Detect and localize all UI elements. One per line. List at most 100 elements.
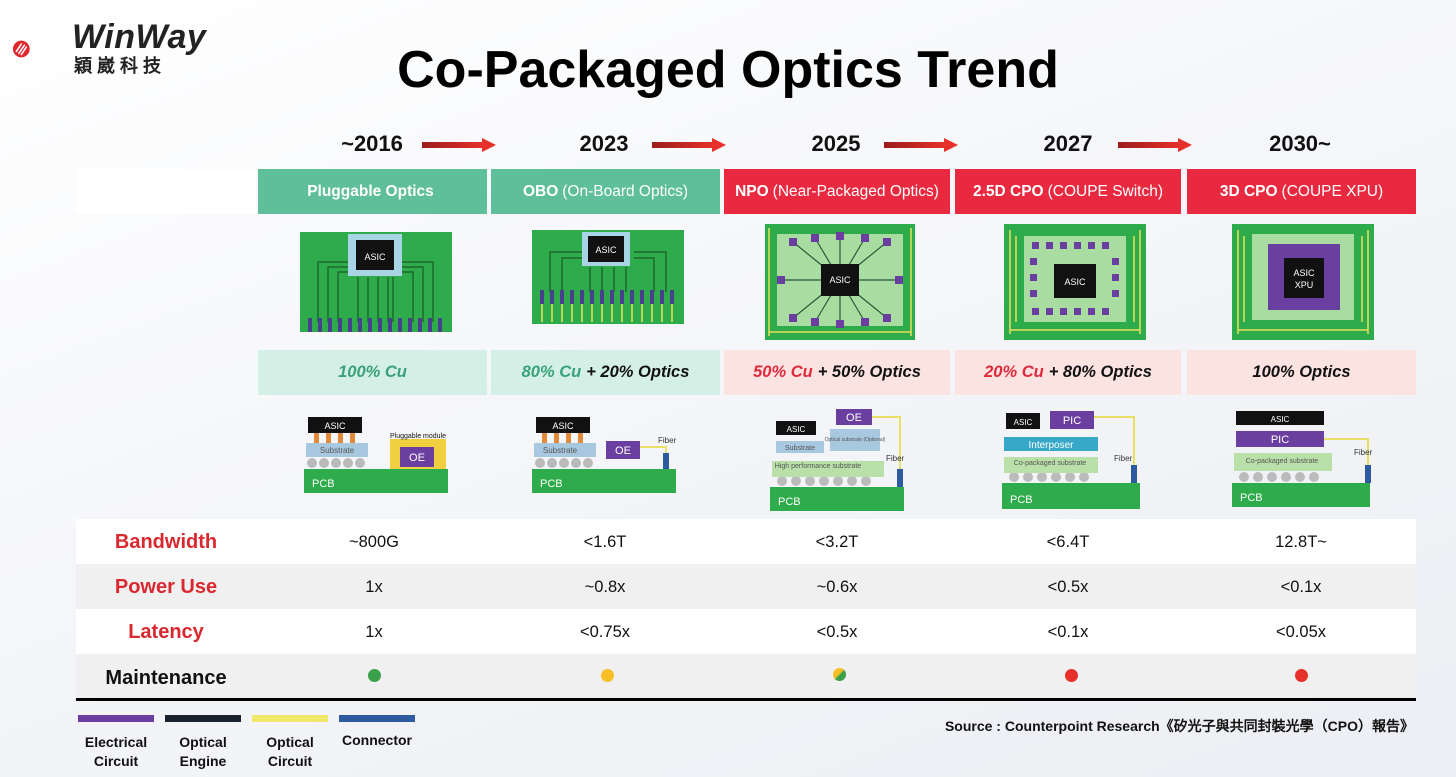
winway-logo-icon (12, 40, 30, 58)
pluggable-module-label: Pluggable module (390, 433, 446, 440)
stage-full-name: (Near-Packaged Optics) (772, 182, 939, 200)
substrate-label: Co-packaged substrate (1014, 460, 1086, 467)
stage-header-3d-cpo: 3D CPO (COUPE XPU) (1187, 169, 1416, 214)
arrow-right-icon (1118, 138, 1192, 152)
xpu-label: XPU (1295, 280, 1314, 290)
ratio-cell: 80% Cu + 20% Optics (491, 350, 720, 395)
brand-chinese-name: 穎崴科技 (74, 56, 166, 76)
metric-row-maintenance (76, 654, 1416, 699)
fiber-label: Fiber (886, 454, 905, 463)
substrate-label: Substrate (785, 445, 815, 452)
legend-swatch-electrical-circuit (78, 715, 154, 722)
metric-label: Bandwidth (114, 531, 218, 553)
asic-label: ASIC (1271, 415, 1290, 424)
page-title: Co-Packaged Optics Trend (397, 41, 1059, 99)
legend-label-connector: Connector (332, 731, 422, 750)
substrate-label: High performance substrate (775, 463, 861, 470)
metric-value: <0.75x (580, 623, 630, 641)
header-blank-cell (76, 169, 256, 214)
metric-value: <0.1x (1047, 623, 1089, 641)
metric-value: <6.4T (1046, 533, 1090, 551)
table-bottom-divider (76, 698, 1416, 701)
oe-label: OE (409, 452, 425, 464)
arrow-right-icon (884, 138, 958, 152)
metric-value: <0.1x (1280, 578, 1322, 596)
optics-ratio: 100% Optics (1252, 363, 1351, 381)
fiber-label: Fiber (658, 436, 677, 445)
interposer-label: Interposer (1028, 440, 1074, 451)
legend-swatch-optical-engine (165, 715, 241, 722)
optics-ratio: + 50% Optics (817, 363, 921, 381)
legend-label-line: Circuit (267, 753, 313, 769)
year-label: 2030~ (1269, 131, 1331, 156)
source-citation: Source : Counterpoint Research《矽光子與共同封裝光… (944, 718, 1414, 734)
legend-label-optical-engine: Optical Engine (158, 733, 248, 771)
npo-cross-section: PCB High performance substrate Substrate… (770, 409, 905, 511)
arrow-right-icon (422, 138, 496, 152)
maintenance-red-dot-icon (1065, 669, 1078, 682)
metric-value: 1x (365, 578, 383, 596)
stage-abbr: 2.5D CPO (972, 182, 1044, 200)
cpo-2-5d-board-illustration: ASIC (1004, 224, 1146, 340)
asic-label: ASIC (552, 421, 574, 431)
ratio-cell: 100% Cu (258, 350, 487, 395)
maintenance-mixed-dot-icon (833, 668, 846, 681)
metric-value: 1x (365, 623, 383, 641)
asic-label: ASIC (364, 252, 386, 262)
copper-ratio: 50% Cu (753, 363, 813, 381)
substrate-label: Co-packaged substrate (1246, 458, 1318, 465)
asic-label: ASIC (829, 275, 851, 285)
optics-ratio: + 20% Optics (586, 363, 690, 381)
pluggable-board-illustration: ASIC (300, 232, 452, 332)
legend-label-line: Circuit (93, 753, 139, 769)
pcb-label: PCB (1240, 492, 1263, 504)
legend-label-line: Engine (179, 753, 227, 769)
metric-row-power (76, 564, 1416, 609)
legend-label-electrical-circuit: Electrical Circuit (71, 733, 161, 771)
substrate-label: Substrate (320, 446, 355, 455)
stage-full-name: (On-Board Optics) (562, 182, 689, 200)
pluggable-cross-section: PCB Substrate ASIC Pluggable module OE (304, 417, 448, 493)
optics-ratio: + 80% Optics (1048, 363, 1152, 381)
copper-ratio: 80% Cu (521, 363, 582, 381)
maintenance-red-dot-icon (1295, 669, 1308, 682)
asic-label: ASIC (1293, 268, 1315, 278)
oe-label: OE (846, 412, 862, 424)
asic-label: ASIC (787, 425, 806, 434)
stage-header-obo: OBO (On-Board Optics) (491, 169, 720, 214)
legend-label-line: Electrical (84, 734, 148, 750)
cpo-3d-cross-section: PCB Co-packaged substrate PIC ASIC Fiber (1232, 411, 1373, 507)
stage-header-npo: NPO (Near-Packaged Optics) (724, 169, 950, 214)
year-label: 2027 (1043, 131, 1093, 156)
substrate-label: Substrate (543, 446, 578, 455)
ratio-cell: 20% Cu + 80% Optics (955, 350, 1181, 395)
stage-abbr: Pluggable Optics (307, 182, 434, 200)
obo-cross-section: PCB Substrate ASIC OE Fiber (532, 417, 677, 493)
stage-full-name: (COUPE XPU) (1281, 182, 1384, 200)
pic-label: PIC (1271, 434, 1289, 446)
year-label: 2023 (579, 131, 629, 156)
maintenance-green-dot-icon (368, 669, 381, 682)
maintenance-yellow-dot-icon (601, 669, 614, 682)
metric-value: <0.5x (816, 623, 858, 641)
metric-value: <3.2T (815, 533, 859, 551)
metric-row-bandwidth (76, 519, 1416, 564)
metric-value: ~0.6x (816, 578, 858, 596)
stage-header-2-5d-cpo: 2.5D CPO (COUPE Switch) (955, 169, 1181, 214)
copper-ratio: 20% Cu (984, 363, 1044, 381)
metric-value: <0.05x (1276, 623, 1326, 641)
pcb-label: PCB (540, 478, 563, 490)
legend-swatch-connector (339, 715, 415, 722)
metric-label: Maintenance (105, 667, 227, 689)
legend-label-line: Optical (266, 734, 314, 750)
asic-label: ASIC (1014, 418, 1033, 427)
asic-label: ASIC (324, 421, 346, 431)
asic-label: ASIC (595, 245, 617, 255)
metric-value: 12.8T~ (1275, 533, 1327, 551)
pic-label: PIC (1063, 415, 1081, 427)
pcb-label: PCB (778, 496, 801, 508)
ratio-cell: 50% Cu + 50% Optics (724, 350, 950, 395)
obo-board-illustration: ASIC (532, 230, 684, 324)
arrow-right-icon (652, 138, 726, 152)
cpo-2-5d-cross-section: PCB Co-packaged substrate Interposer ASI… (1002, 411, 1140, 509)
